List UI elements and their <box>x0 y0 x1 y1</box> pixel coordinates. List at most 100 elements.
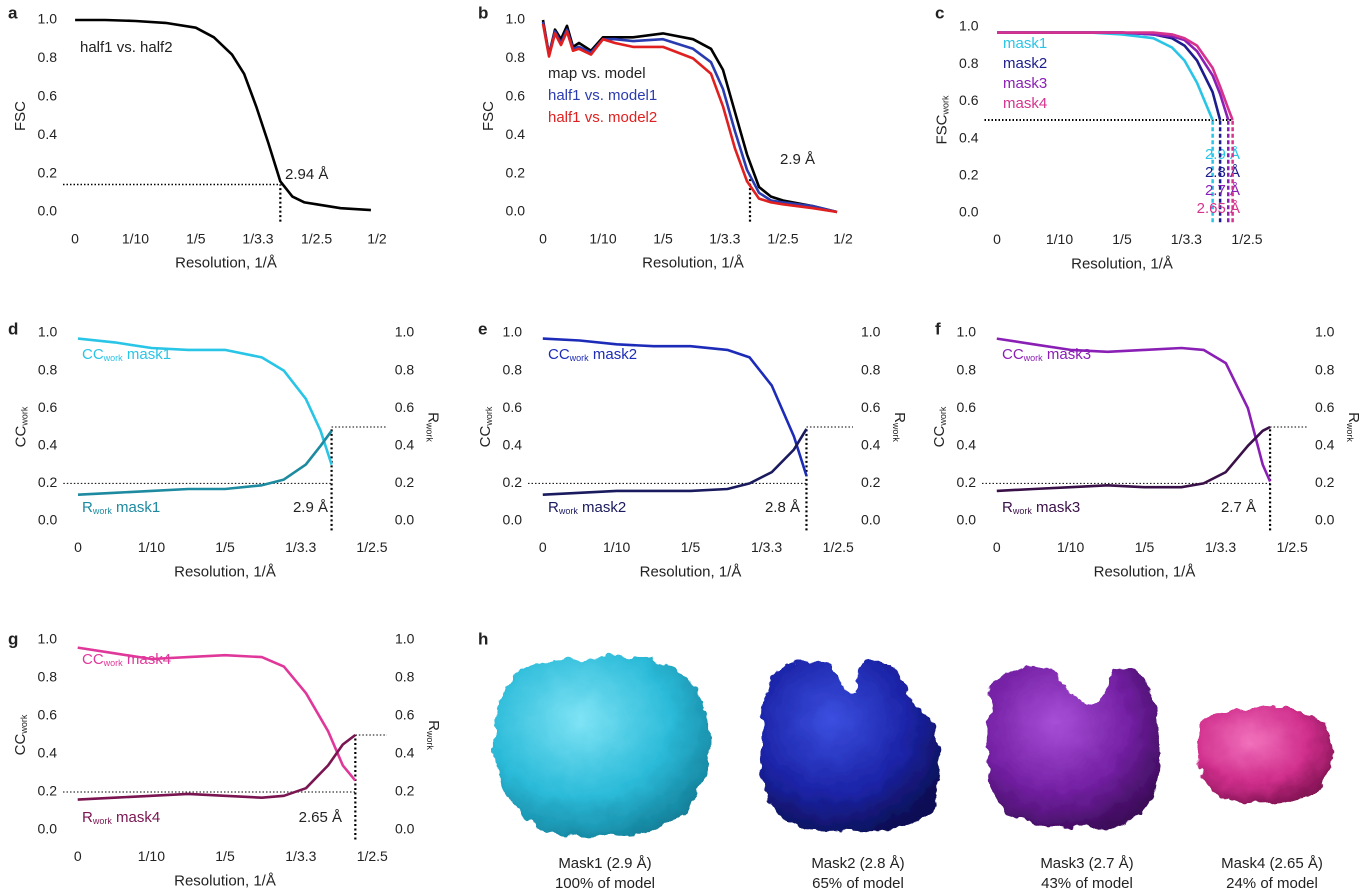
y-tick-label: 0.6 <box>506 88 526 104</box>
y-tick-label: 0.2 <box>959 167 979 183</box>
y-tick-label: 0.0 <box>38 203 58 219</box>
annotation: 2.8 Å <box>765 499 800 516</box>
annotation: 2.9 Å <box>293 499 328 516</box>
y2-tick-label: 0.0 <box>1315 512 1335 528</box>
y-tick-label: 0.8 <box>957 361 977 377</box>
y2-tick-label: 1.0 <box>1315 324 1335 340</box>
y2-axis-label: Rwork <box>425 720 442 750</box>
y-axis-label-sub: work <box>938 406 948 427</box>
y-tick-label: 0.6 <box>38 707 58 723</box>
map-caption: Mask2 (2.8 Å) <box>811 855 904 872</box>
x-axis-label: Resolution, 1/Å <box>174 563 276 580</box>
y-tick-label: 0.0 <box>503 512 523 528</box>
legend-label-sub: work <box>569 353 590 363</box>
y2-axis-label: Rwork <box>891 412 908 442</box>
legend-label-rest: mask4 <box>123 651 171 668</box>
y-tick-label: 0.8 <box>503 361 523 377</box>
y-tick-label: 0.2 <box>503 474 523 490</box>
legend-label-sub: work <box>103 658 124 668</box>
panel-label: f <box>935 319 941 338</box>
y-axis-label-main: CC <box>931 426 948 448</box>
map-mask2 <box>760 660 939 832</box>
x-tick-label: 1/2.5 <box>356 539 387 555</box>
y2-tick-label: 0.4 <box>1315 437 1335 453</box>
x-tick-label: 0 <box>993 539 1001 555</box>
legend-label-main: CC <box>82 346 104 363</box>
y2-tick-label: 1.0 <box>395 631 415 647</box>
panel-label: e <box>478 319 487 338</box>
panel-label: g <box>8 629 18 648</box>
y-tick-label: 1.0 <box>957 324 977 340</box>
y2-tick-label: 0.6 <box>395 707 415 723</box>
y-tick-label: 0.2 <box>38 474 58 490</box>
y2-tick-label: 0.6 <box>1315 399 1335 415</box>
y2-tick-label: 0.2 <box>1315 474 1335 490</box>
y-tick-label: 1.0 <box>506 11 526 27</box>
x-tick-label: 1/2.5 <box>823 539 854 555</box>
x-axis-label: Resolution, 1/Å <box>1094 563 1196 580</box>
panel-label: c <box>935 3 944 22</box>
y2-tick-label: 0.2 <box>861 474 881 490</box>
y-axis-label: FSC <box>12 101 29 131</box>
y-tick-label: 1.0 <box>959 18 979 34</box>
x-tick-label: 1/5 <box>215 848 235 864</box>
y-tick-label: 0.4 <box>38 437 58 453</box>
legend-label-sub: work <box>1012 506 1033 516</box>
legend-label-main: R <box>548 499 559 516</box>
y-axis-label-sub: work <box>19 714 29 735</box>
y-tick-label: 0.6 <box>503 399 523 415</box>
legend-label-rest: mask3 <box>1032 499 1080 516</box>
y-axis-label-main: FSC <box>933 114 950 144</box>
legend-label: mask3 <box>1003 75 1047 92</box>
x-tick-label: 1/10 <box>138 539 165 555</box>
y2-axis-label-main: R <box>425 412 442 423</box>
map-mask1 <box>494 655 709 838</box>
y-tick-label: 0.4 <box>506 126 526 142</box>
x-tick-label: 0 <box>71 230 79 246</box>
map-caption: 65% of model <box>812 875 904 892</box>
data-line <box>78 431 332 495</box>
legend-label: CCwork mask3 <box>1002 346 1091 363</box>
y2-tick-label: 0.6 <box>861 399 881 415</box>
x-tick-label: 1/3.3 <box>1205 539 1236 555</box>
x-axis-label: Resolution, 1/Å <box>642 255 744 272</box>
x-tick-label: 1/10 <box>138 848 165 864</box>
x-tick-label: 1/2.5 <box>301 230 332 246</box>
x-tick-label: 0 <box>539 230 547 246</box>
y2-axis-label-sub: work <box>891 422 901 443</box>
map-images <box>494 655 1333 838</box>
y2-axis-label: Rwork <box>424 412 441 442</box>
x-tick-label: 1/2.5 <box>1231 231 1262 247</box>
x-tick-label: 1/3.3 <box>242 230 273 246</box>
legend-label: Rwork mask4 <box>82 809 160 826</box>
y-tick-label: 0.8 <box>38 361 58 377</box>
x-tick-label: 1/2.5 <box>1277 539 1308 555</box>
y-tick-label: 0.6 <box>38 399 58 415</box>
y-axis-label-main: CC <box>12 734 29 756</box>
y2-tick-label: 0.4 <box>395 437 415 453</box>
x-tick-label: 1/2.5 <box>767 230 798 246</box>
x-axis-label: Resolution, 1/Å <box>174 872 276 889</box>
x-axis-label: Resolution, 1/Å <box>175 255 277 272</box>
y2-axis-label-sub: work <box>425 730 435 751</box>
y2-tick-label: 0.2 <box>395 474 415 490</box>
x-tick-label: 0 <box>74 539 82 555</box>
legend-label-main: R <box>82 499 93 516</box>
x-tick-label: 1/10 <box>1057 539 1084 555</box>
map-mask4 <box>1197 706 1333 804</box>
map-mask3 <box>988 666 1160 829</box>
x-tick-label: 1/10 <box>589 230 616 246</box>
y-tick-label: 0.0 <box>957 512 977 528</box>
y2-tick-label: 0.8 <box>1315 361 1335 377</box>
annotation: 2.94 Å <box>285 166 328 183</box>
x-tick-label: 1/5 <box>1135 539 1155 555</box>
x-tick-label: 0 <box>539 539 547 555</box>
y-tick-label: 1.0 <box>38 631 58 647</box>
y-tick-label: 0.6 <box>957 399 977 415</box>
legend-label: CCwork mask4 <box>82 651 171 668</box>
y-axis-label-main: CC <box>12 426 29 448</box>
